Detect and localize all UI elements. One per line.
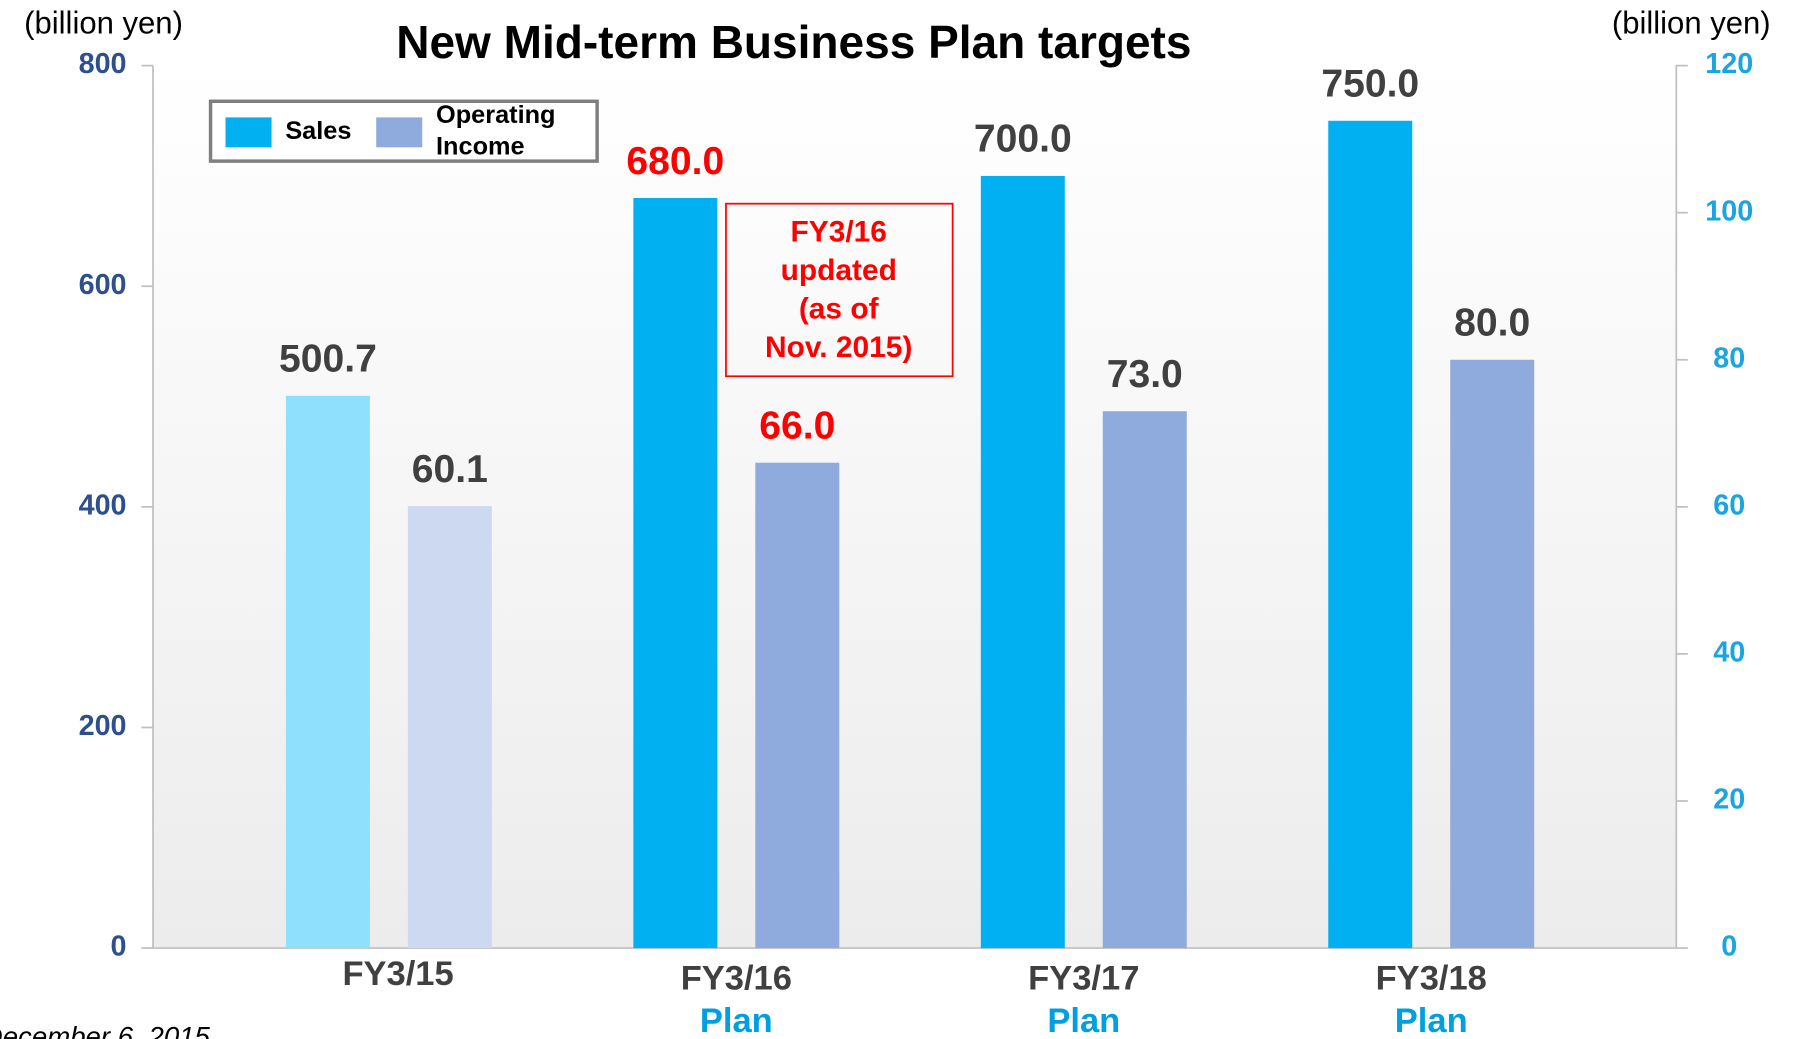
y2-tick-label: 120 [1705,48,1753,80]
y2-axis-label: (billion yen) [1612,6,1771,41]
y-tick-label: 0 [111,931,127,963]
legend-swatch [376,117,423,148]
y2-tick-label: 20 [1713,784,1745,816]
bar [285,395,370,949]
data-label: 73.0 [1107,353,1183,396]
x-tick-label: FY3/17 [1028,959,1139,997]
annotation-box [725,202,954,378]
bar [407,506,492,949]
annotation-line: (as of [799,293,880,326]
bar [1328,120,1413,949]
data-label: 500.7 [279,338,377,381]
x-tick-label: FY3/15 [342,955,453,993]
y2-tick-label: 40 [1713,637,1745,669]
annotation-line: updated [781,254,897,287]
y-tick-label: 800 [79,48,127,80]
y2-tick-label: 100 [1705,195,1753,227]
bar [755,462,840,949]
y-tick-label: 200 [79,710,127,742]
footer: December 6, 2015 [0,1021,211,1039]
bar [980,175,1065,949]
y-tick-label: 600 [79,269,127,301]
data-label: 80.0 [1454,302,1530,345]
data-label: 680.0 [626,140,724,183]
bar [633,197,718,949]
plot-area [153,65,1677,949]
bar [1102,411,1187,949]
bar [1450,359,1535,949]
data-label: 66.0 [759,405,835,448]
y-tick-label: 400 [79,489,127,521]
y-axis-label: (billion yen) [24,6,183,41]
y2-tick-label: 0 [1721,931,1737,963]
y2-tick-label: 60 [1713,489,1745,521]
y2-tick-label: 80 [1713,342,1745,374]
legend-swatch [225,117,272,148]
legend-label: Sales [285,117,351,145]
data-label: 60.1 [412,448,488,491]
data-label: 700.0 [974,118,1072,161]
x-tick-sublabel: Plan [1047,1002,1120,1039]
annotation-line: FY3/16 [791,216,887,249]
chart-title: New Mid-term Business Plan targets [396,16,1191,68]
data-label: 750.0 [1321,63,1419,106]
x-tick-label: FY3/16 [681,959,792,997]
annotation-line: Nov. 2015) [765,331,912,364]
legend-label: Operating Income [436,101,562,160]
x-tick-sublabel: Plan [1395,1002,1468,1039]
x-tick-label: FY3/18 [1376,959,1487,997]
x-tick-sublabel: Plan [700,1002,773,1039]
